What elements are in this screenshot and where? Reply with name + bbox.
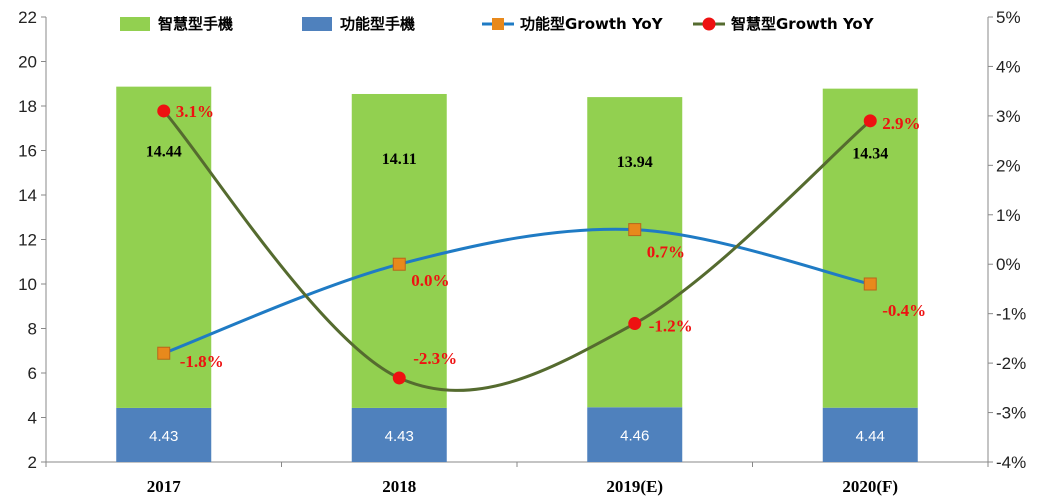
y-tick-label-left: 14 — [18, 186, 37, 205]
data-label-smartphone-yoy: 2.9% — [882, 114, 920, 133]
marker-feature-phone-yoy — [863, 277, 877, 291]
data-label-smartphone: 14.34 — [852, 146, 888, 163]
line-feature-phone-yoy — [163, 227, 871, 355]
data-label-smartphone: 14.11 — [382, 151, 417, 168]
data-label-smartphone: 13.94 — [617, 154, 653, 171]
bar-smartphone — [822, 88, 918, 408]
legend-label: 功能型Growth YoY — [520, 15, 664, 33]
marker-smartphone-yoy — [157, 104, 171, 118]
y-tick-label-left: 10 — [18, 275, 37, 294]
y-tick-label-left: 4 — [28, 409, 37, 428]
y-tick-label-right: 2% — [996, 156, 1021, 175]
data-label-feature-phone-yoy: -1.8% — [180, 352, 224, 371]
marker-smartphone-yoy — [863, 114, 877, 128]
y-tick-label-right: -1% — [996, 305, 1026, 324]
data-label-feature-phone: 4.44 — [856, 428, 885, 445]
legend-swatch — [120, 17, 150, 31]
y-tick-label-right: -2% — [996, 354, 1026, 373]
y-tick-label-left: 8 — [28, 320, 37, 339]
y-tick-label-left: 20 — [18, 53, 37, 72]
legend-item: 功能型手機 — [302, 15, 415, 33]
data-label-feature-phone-yoy: 0.0% — [411, 271, 449, 290]
y-tick-label-right: 5% — [996, 8, 1021, 27]
data-label-feature-phone-yoy: -0.4% — [882, 301, 926, 320]
line-smartphone-yoy — [162, 109, 872, 392]
bar-feature-phone — [116, 407, 212, 462]
y-tick-label-right: 3% — [996, 107, 1021, 126]
legend-item: 智慧型手機 — [120, 15, 233, 33]
bar-feature-phone — [822, 407, 918, 462]
y-tick-label-right: -3% — [996, 404, 1026, 423]
legend-item: 功能型Growth YoY — [482, 15, 664, 33]
y-tick-label-left: 16 — [18, 142, 37, 161]
y-tick-label-right: 4% — [996, 57, 1021, 76]
marker-feature-phone-yoy — [392, 257, 406, 271]
data-label-feature-phone: 4.46 — [620, 428, 649, 445]
y-tick-label-left: 12 — [18, 231, 37, 250]
bars-layer — [116, 86, 918, 462]
bar-smartphone — [587, 97, 683, 408]
marker-smartphone-yoy — [392, 371, 406, 385]
legend-item: 智慧型Growth YoY — [693, 15, 875, 33]
labels-layer: 4.43 14.44 4.43 14.11 4.46 13.94 4.44 14.34 -1.8… — [146, 102, 926, 445]
y-tick-label-left: 6 — [28, 364, 37, 383]
data-label-smartphone-yoy: 3.1% — [176, 102, 214, 121]
y-tick-label-right: 0% — [996, 255, 1021, 274]
marker-feature-phone-yoy — [157, 346, 171, 360]
bar-smartphone — [351, 93, 447, 408]
y-tick-label-right: -4% — [996, 453, 1026, 472]
legend-label: 智慧型手機 — [158, 15, 233, 33]
y-tick-label-left: 18 — [18, 97, 37, 116]
bar-feature-phone — [587, 407, 683, 462]
legend-label: 功能型手機 — [340, 15, 415, 33]
data-label-smartphone: 14.44 — [146, 144, 182, 161]
data-label-smartphone-yoy: -1.2% — [649, 317, 693, 336]
x-tick-label: 2017 — [147, 477, 182, 496]
data-label-smartphone-yoy: -2.3% — [413, 349, 457, 368]
legend-label: 智慧型Growth YoY — [731, 15, 875, 33]
y-tick-label-left: 2 — [28, 453, 37, 472]
legend-marker — [492, 18, 504, 30]
data-label-feature-phone-yoy: 0.7% — [647, 243, 685, 262]
marker-feature-phone-yoy — [628, 223, 642, 237]
y-tick-label-left: 22 — [18, 8, 37, 27]
y-tick-label-right: 1% — [996, 206, 1021, 225]
axes-layer: 2 4 6 8 10 12 14 16 18 20 22 -4% -3% -2% -1% 0% 1% 2% 3% 4%… — [18, 8, 1026, 496]
bar-feature-phone — [351, 407, 447, 462]
legend-swatch — [302, 17, 332, 31]
legend: 智慧型手機 功能型手機 功能型Growth YoY 智慧型Growth YoY — [120, 15, 875, 33]
x-tick-label: 2020(F) — [842, 477, 898, 496]
x-tick-label: 2019(E) — [606, 477, 663, 496]
x-tick-label: 2018 — [382, 477, 416, 496]
data-label-feature-phone: 4.43 — [149, 428, 178, 445]
data-label-feature-phone: 4.43 — [385, 428, 414, 445]
legend-marker — [702, 17, 716, 31]
lines-layer — [157, 104, 877, 392]
marker-smartphone-yoy — [628, 317, 642, 331]
